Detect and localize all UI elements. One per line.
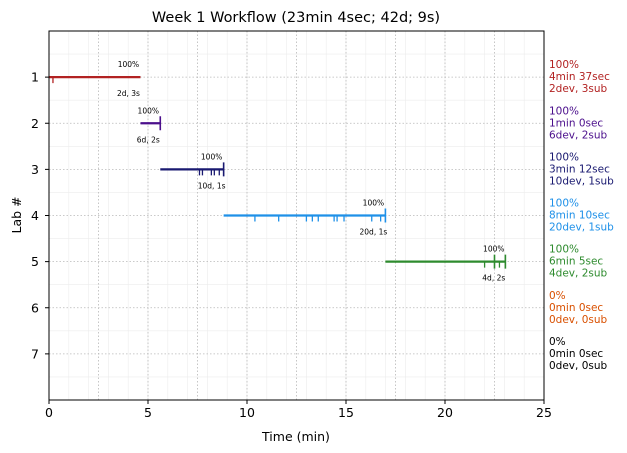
lab-3-summary-line: 100% <box>549 151 579 163</box>
series-layer: 100% 2d, 3s 100% 6d, 2s 100% 10d, 1s 100% 20d, … <box>49 60 507 283</box>
lab-4-series: 100% 20d, 1s <box>223 199 388 237</box>
y-tick-label: 4 <box>31 208 39 223</box>
x-tick-label: 15 <box>338 405 354 420</box>
lab-3-series: 100% 10d, 1s <box>160 152 226 190</box>
lab-1-percent-label: 100% <box>118 60 139 69</box>
y-tick-label: 7 <box>31 346 39 361</box>
y-axis-label: Lab # <box>9 196 24 233</box>
lab-2-count-label: 6d, 2s <box>137 135 160 144</box>
lab-5-summary-line: 6min 5sec <box>549 256 603 268</box>
lab-4-count-label: 20d, 1s <box>360 228 388 237</box>
lab-2-summary-line: 100% <box>549 105 579 117</box>
lab-5-summary-line: 4dev, 2sub <box>549 268 608 280</box>
y-tick-label: 2 <box>31 116 39 131</box>
x-tick-label: 5 <box>144 405 152 420</box>
lab-4-summary-line: 100% <box>549 198 579 210</box>
lab-3-percent-label: 100% <box>201 152 222 161</box>
y-tick-label: 6 <box>31 300 39 315</box>
x-tick-label: 10 <box>239 405 255 420</box>
lab-1-summary-line: 4min 37sec <box>549 71 610 83</box>
lab-5-count-label: 4d, 2s <box>482 274 505 283</box>
lab-6-summary-line: 0% <box>549 290 566 302</box>
lab-3-summary-line: 3min 12sec <box>549 163 610 175</box>
lab-2-summary-line: 1min 0sec <box>549 117 603 129</box>
lab-1-count-label: 2d, 3s <box>117 89 140 98</box>
chart-title: Week 1 Workflow (23min 4sec; 42d; 9s) <box>152 10 440 26</box>
x-axis-label: Time (min) <box>261 429 330 444</box>
lab-1-series: 100% 2d, 3s <box>49 60 141 98</box>
y-tick-label: 5 <box>31 254 39 269</box>
lab-5-series: 100% 4d, 2s <box>385 245 507 283</box>
lab-3-count-label: 10d, 1s <box>198 181 226 190</box>
y-tick-label: 1 <box>31 70 39 85</box>
lab-6-summary-line: 0min 0sec <box>549 302 603 314</box>
lab-7-summary-line: 0% <box>549 336 566 348</box>
lab-1-summary-line: 2dev, 3sub <box>549 83 608 95</box>
x-tick-label: 25 <box>536 405 552 420</box>
x-tick-label: 0 <box>45 405 53 420</box>
lab-2-series: 100% 6d, 2s <box>137 106 162 144</box>
lab-7-summary-line: 0min 0sec <box>549 348 603 360</box>
x-tick-label: 20 <box>437 405 453 420</box>
lab-2-percent-label: 100% <box>138 106 159 115</box>
lab-4-summary-line: 20dev, 1sub <box>549 222 614 234</box>
lab-4-percent-label: 100% <box>363 199 384 208</box>
tick-layer: 0 5 10 15 20 25 1 2 3 4 5 6 7 <box>31 70 552 420</box>
lab-5-summary-line: 100% <box>549 244 579 256</box>
lab-5-percent-label: 100% <box>483 245 504 254</box>
lab-4-summary-line: 8min 10sec <box>549 210 610 222</box>
lab-1-summary-line: 100% <box>549 59 579 71</box>
lab-7-summary-line: 0dev, 0sub <box>549 360 608 372</box>
y-tick-label: 3 <box>31 162 39 177</box>
lab-6-summary-line: 0dev, 0sub <box>549 314 608 326</box>
lab-2-summary-line: 6dev, 2sub <box>549 129 608 141</box>
lab-3-summary-line: 10dev, 1sub <box>549 175 614 187</box>
